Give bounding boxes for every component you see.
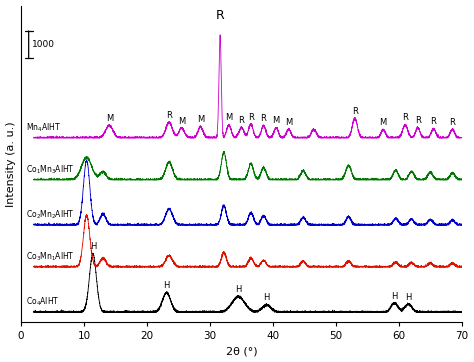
Text: H: H (164, 281, 170, 290)
Y-axis label: Intensity (a. u.): Intensity (a. u.) (6, 121, 16, 206)
Text: Co$_1$Mn$_3$AlHT: Co$_1$Mn$_3$AlHT (26, 164, 75, 176)
Text: Mn$_4$AlHT: Mn$_4$AlHT (26, 122, 61, 134)
Text: R: R (216, 9, 225, 22)
Text: R: R (238, 116, 245, 125)
Text: H: H (90, 243, 96, 252)
Text: R: R (352, 107, 358, 116)
Text: R: R (166, 111, 172, 120)
Text: H: H (392, 291, 398, 300)
Text: M: M (285, 118, 292, 127)
Text: R: R (402, 113, 408, 122)
Text: H: H (264, 294, 270, 303)
Text: M: M (225, 113, 233, 122)
Text: R: R (248, 113, 254, 122)
X-axis label: 2θ (°): 2θ (°) (226, 346, 257, 357)
Text: R: R (415, 116, 421, 125)
Text: M: M (273, 116, 280, 125)
Text: M: M (380, 118, 387, 127)
Text: R: R (261, 114, 266, 123)
Text: H: H (235, 285, 242, 294)
Text: M: M (106, 114, 113, 123)
Text: R: R (449, 118, 456, 127)
Text: M: M (178, 117, 185, 126)
Text: R: R (430, 117, 437, 126)
Text: H: H (405, 292, 411, 302)
Text: 1000: 1000 (32, 40, 55, 49)
Text: Co$_2$Mn$_2$AlHT: Co$_2$Mn$_2$AlHT (26, 209, 75, 221)
Text: Co$_4$AlHT: Co$_4$AlHT (26, 296, 60, 308)
Text: Co$_3$Mn$_1$AlHT: Co$_3$Mn$_1$AlHT (26, 251, 75, 263)
Text: M: M (197, 115, 204, 124)
